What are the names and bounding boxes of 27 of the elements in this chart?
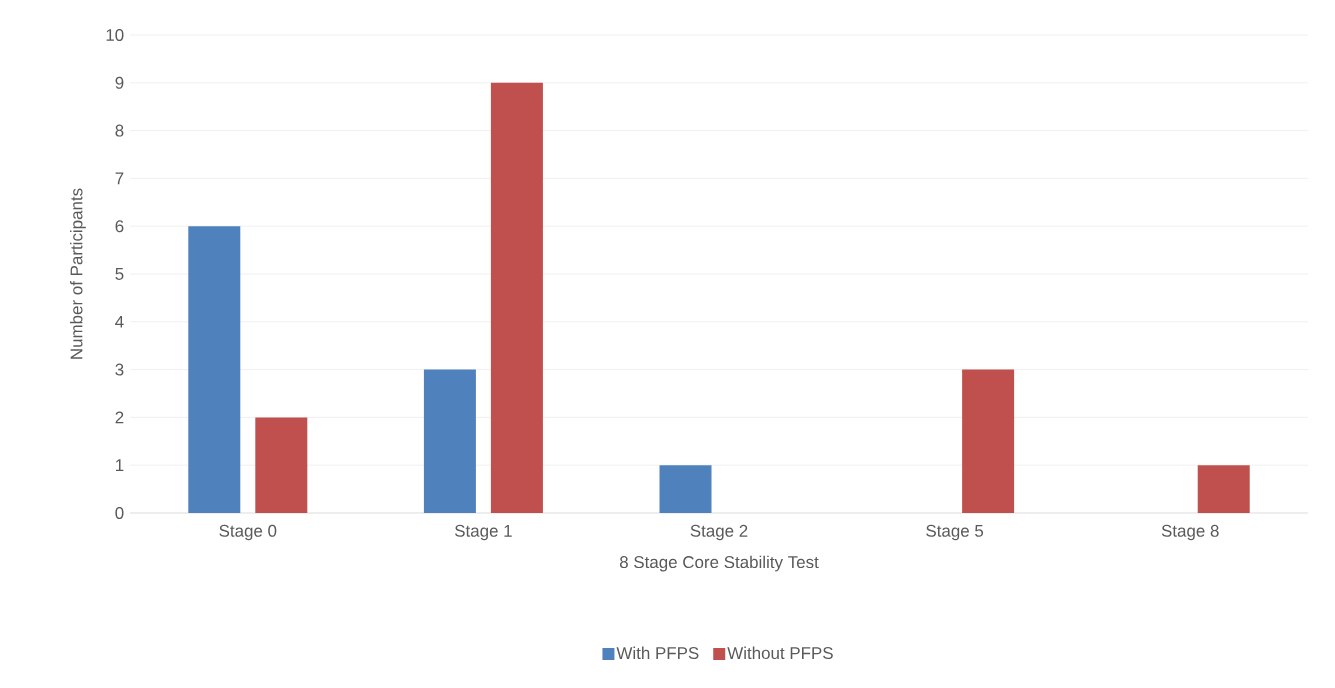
y-tick-label: 4 <box>115 315 124 328</box>
bar <box>255 417 308 513</box>
x-tick-label: Stage 8 <box>1161 524 1219 541</box>
y-tick-label: 10 <box>106 28 124 41</box>
y-tick-label: 0 <box>115 507 124 519</box>
y-tick-label: 8 <box>115 124 124 137</box>
bar <box>423 369 476 513</box>
y-tick-label: 7 <box>115 172 124 185</box>
bar <box>188 226 241 513</box>
bar <box>1197 465 1250 513</box>
x-tick-label: Stage 0 <box>219 524 277 541</box>
x-tick-label: Stage 2 <box>690 524 748 541</box>
y-tick-label: 2 <box>115 411 124 424</box>
bar <box>962 369 1015 513</box>
y-tick-label: 6 <box>115 220 124 233</box>
bar <box>659 465 712 513</box>
y-axis-title: Number of Participants <box>70 188 86 359</box>
y-tick-label: 1 <box>116 459 124 472</box>
legend-label: With PFPS <box>616 646 699 660</box>
x-tick-label: Stage 5 <box>926 524 984 541</box>
bar <box>490 82 543 513</box>
y-tick-label: 3 <box>115 363 124 376</box>
x-tick-label: Stage 1 <box>454 524 512 541</box>
legend-label: Without PFPS <box>727 646 833 660</box>
y-tick-label: 5 <box>115 268 124 280</box>
y-tick-label: 9 <box>115 76 124 89</box>
x-axis-title: 8 Stage Core Stability Test <box>619 555 819 572</box>
